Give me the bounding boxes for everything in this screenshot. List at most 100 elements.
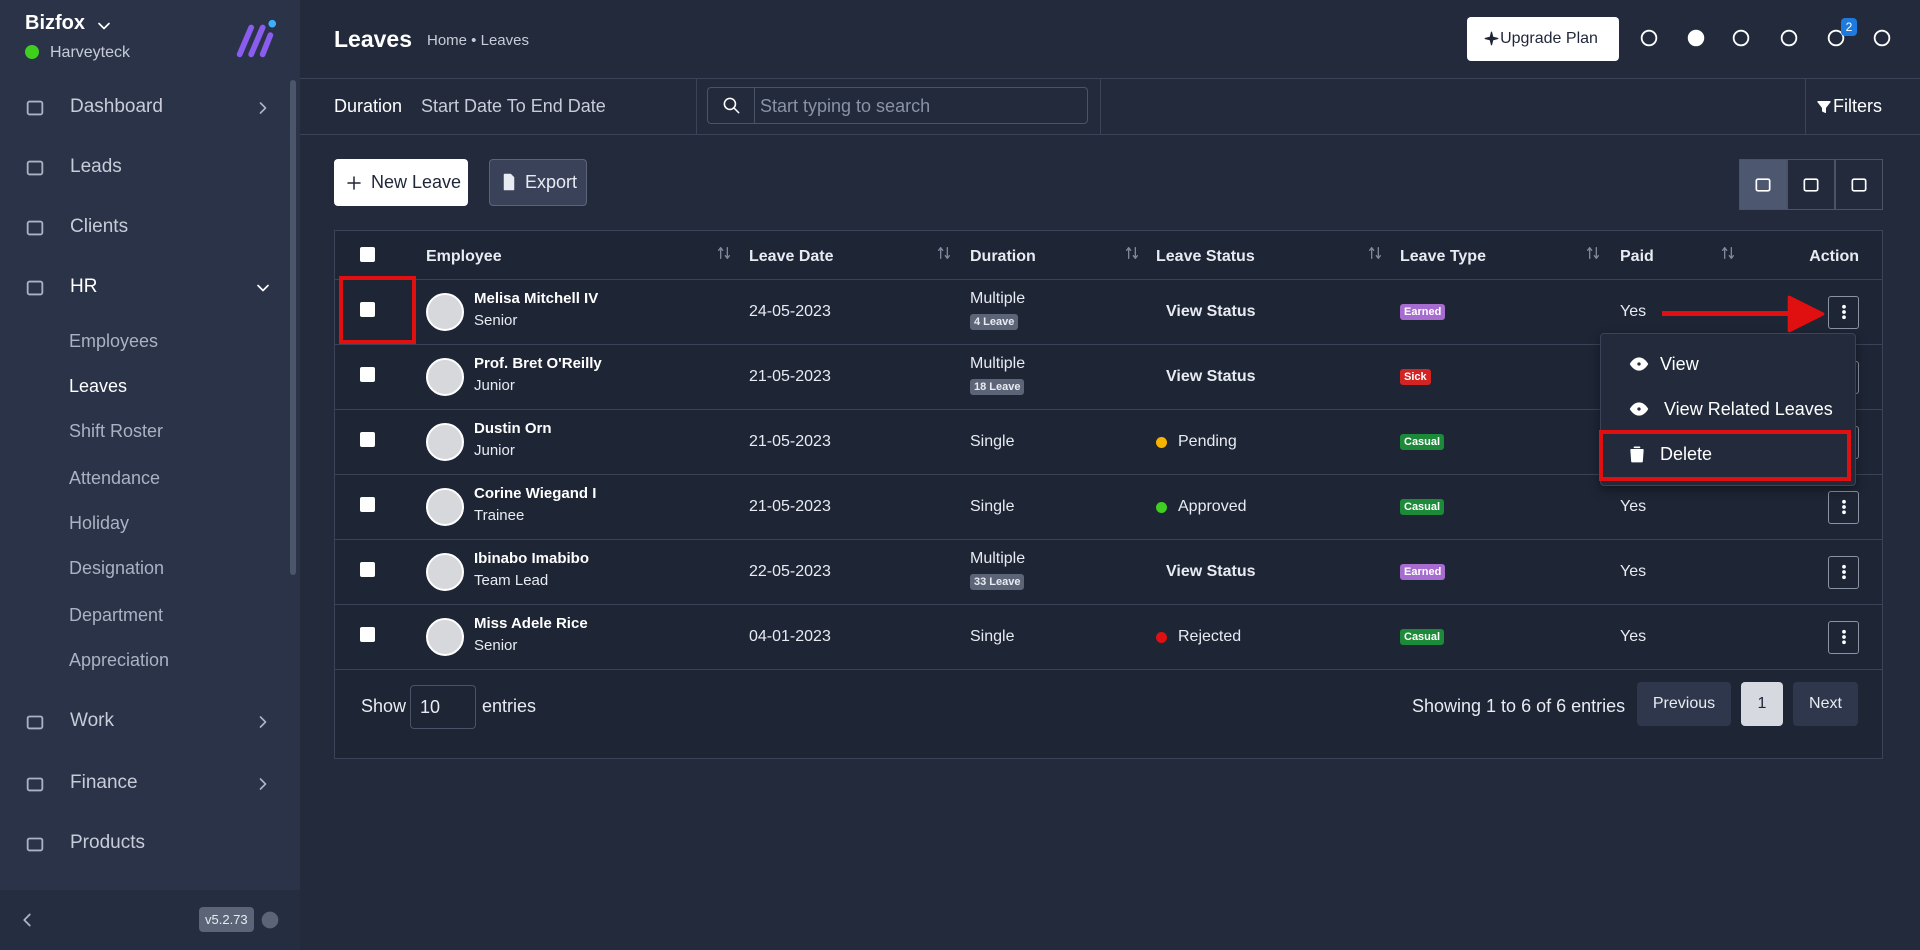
dropdown-icon [1629, 354, 1649, 374]
submenu-item[interactable]: Shift Roster [69, 421, 164, 441]
entries-info: Showing 1 to 6 of 6 entries [1412, 696, 1626, 716]
menu-chevron-svg [259, 716, 267, 728]
checkbox[interactable] [360, 496, 375, 512]
view-toggle[interactable] [1787, 159, 1835, 210]
menu-item[interactable]: HR [70, 276, 98, 297]
sort-icon-svg [1369, 247, 1381, 259]
view-toggle[interactable] [1739, 159, 1787, 210]
header-icon-svg [1687, 29, 1705, 47]
submenu-item[interactable]: Attendance [69, 468, 161, 488]
checkbox[interactable] [360, 301, 375, 317]
leave-count-badge: 18 Leave [970, 378, 1025, 395]
action-button[interactable] [1828, 295, 1859, 329]
dropdown-item[interactable]: Delete [1660, 444, 1713, 464]
header-icon [1825, 27, 1847, 49]
action-button[interactable] [1828, 620, 1859, 654]
column-header[interactable]: Leave Type [1400, 248, 1486, 265]
menu-icon [24, 217, 46, 239]
dropdown-icon-svg [1629, 357, 1649, 371]
submenu-item[interactable]: Holiday [69, 513, 130, 533]
action-button[interactable] [1828, 555, 1859, 589]
employee-role: Senior [474, 636, 518, 654]
leave-status[interactable]: View Status [1166, 367, 1256, 385]
breadcrumb: Home • Leaves [427, 32, 529, 49]
submenu-item[interactable]: Designation [69, 558, 165, 578]
export-icon-svg [503, 173, 515, 191]
leave-type-badge: Earned [1400, 303, 1446, 320]
submenu-item[interactable]: Appreciation [69, 650, 170, 670]
checkbox[interactable] [360, 247, 375, 262]
menu-icon-svg [26, 160, 44, 176]
export-icon [500, 173, 518, 191]
action-dots [1835, 628, 1853, 646]
sort-icon [716, 245, 732, 261]
column-header[interactable]: Leave Status [1156, 248, 1255, 265]
duration-label: Duration [334, 96, 403, 116]
table [334, 230, 1883, 759]
dropdown-icon-svg [1629, 402, 1649, 416]
menu-icon-svg [26, 280, 44, 296]
view-toggle[interactable] [1835, 159, 1883, 210]
employee-name[interactable]: Prof. Bret O'Reilly [474, 354, 602, 372]
employee-name[interactable]: Miss Adele Rice [474, 614, 588, 632]
checkbox[interactable] [360, 626, 375, 642]
menu-item[interactable]: Clients [70, 216, 129, 237]
show-label: Show [361, 696, 407, 716]
leave-type-badge: Casual [1400, 628, 1445, 645]
search-placeholder[interactable]: Start typing to search [760, 96, 931, 116]
search-icon [722, 96, 741, 115]
column-header[interactable]: Leave Date [749, 248, 834, 265]
row-divider [334, 474, 1883, 475]
employee-role: Junior [474, 441, 515, 459]
duration: Multiple [970, 549, 1026, 567]
employee-name[interactable]: Dustin Orn [474, 419, 552, 437]
previous-button[interactable]: Previous [1637, 682, 1731, 726]
checkbox[interactable] [360, 366, 375, 382]
view-toggle-icon [1801, 175, 1821, 195]
plus-icon [345, 174, 363, 192]
dropdown-item[interactable]: View [1660, 354, 1699, 374]
user-name: Harveyteck [50, 44, 131, 61]
leave-status[interactable]: View Status [1166, 562, 1256, 580]
menu-icon [24, 277, 46, 299]
submenu-item[interactable]: Leaves [69, 376, 128, 396]
employee-name[interactable]: Melisa Mitchell IV [474, 289, 599, 307]
status-dot [25, 45, 39, 59]
submenu-item[interactable]: Department [69, 605, 164, 625]
menu-icon [24, 773, 46, 795]
filters-button[interactable]: Filters [1833, 96, 1882, 116]
checkbox[interactable] [360, 561, 375, 577]
duration: Multiple [970, 289, 1026, 307]
menu-item[interactable]: Work [70, 710, 114, 731]
menu-chevron-svg [257, 284, 269, 292]
page-title: Leaves [334, 26, 413, 52]
search-box [707, 87, 1088, 124]
employee-role: Trainee [474, 506, 525, 524]
menu-item[interactable]: Dashboard [70, 96, 163, 117]
menu-item[interactable]: Finance [70, 772, 138, 793]
menu-item[interactable]: Leads [70, 156, 122, 177]
employee-name[interactable]: Corine Wiegand I [474, 484, 597, 502]
column-header[interactable]: Paid [1620, 248, 1654, 265]
brand-chevron [94, 16, 114, 36]
entries-select[interactable]: 10 [410, 685, 476, 729]
page-button[interactable]: 1 [1741, 682, 1783, 726]
checkbox[interactable] [360, 431, 375, 447]
dropdown-item[interactable]: View Related Leaves [1664, 399, 1833, 419]
header-icon-svg [1640, 29, 1658, 47]
view-toggle-icon-svg [1851, 178, 1867, 192]
menu-icon [24, 97, 46, 119]
menu-item[interactable]: Products [70, 832, 145, 853]
next-button[interactable]: Next [1793, 682, 1858, 726]
column-header[interactable]: Employee [426, 248, 502, 265]
sort-icon [936, 245, 952, 261]
employee-name[interactable]: Ibinabo Imabibo [474, 549, 589, 567]
separator [1100, 78, 1101, 135]
leave-status[interactable]: View Status [1166, 302, 1256, 320]
duration-value[interactable]: Start Date To End Date [421, 96, 606, 116]
column-header[interactable]: Action [1809, 248, 1859, 265]
column-header[interactable]: Duration [970, 248, 1036, 265]
action-button[interactable] [1828, 490, 1859, 524]
submenu-item[interactable]: Employees [69, 331, 159, 351]
action-dots [1835, 498, 1853, 516]
